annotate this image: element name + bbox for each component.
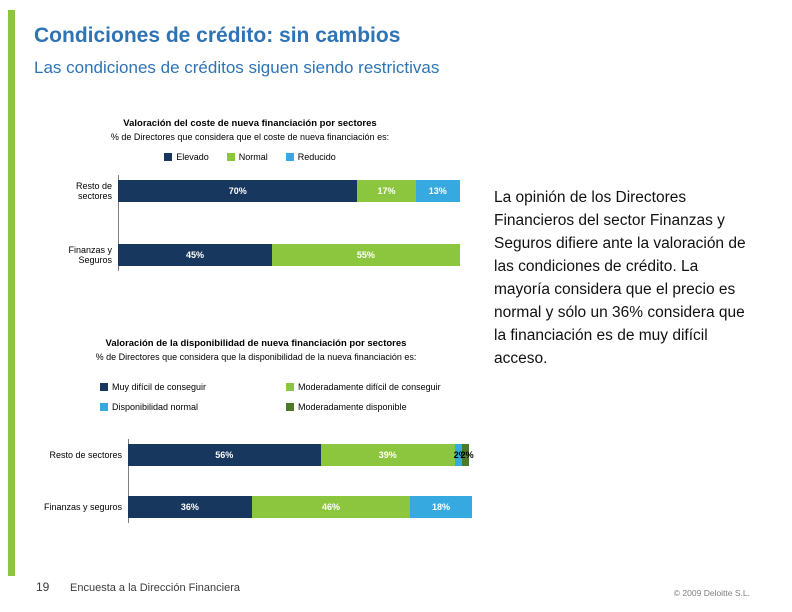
slide-title: Condiciones de crédito: sin cambios [34,24,401,47]
bar-segment: 36% [128,496,252,518]
bar-value-label: 18% [432,502,451,512]
legend-item: Moderadamente disponible [286,402,472,412]
legend-swatch-icon [285,153,294,161]
legend-swatch-icon [100,383,108,391]
slide-subtitle: Las condiciones de créditos siguen siend… [34,58,440,77]
legend-swatch-icon [286,403,294,411]
chart-subtitle: % de Directores que considera que la dis… [95,352,417,362]
legend-label: Moderadamente difícil de conseguir [298,382,441,392]
legend-item: Elevado [164,152,209,162]
chart-legend: Muy difícil de conseguir Moderadamente di… [40,382,472,412]
legend-item: Reducido [285,152,336,162]
bar-value-label: 13% [428,186,447,196]
bar-value-label: 2% [453,450,467,460]
copyright-notice: © 2009 Deloitte S.L. [673,588,750,598]
bar-value-label: 46% [321,502,340,512]
bar-track: 36% 46% 18% [128,496,472,518]
bar-value-label: 70% [228,186,247,196]
chart-plot: Resto de sectores 70% 17% 13% Finanzas y Seg… [40,175,460,271]
bar-segment: 17% [357,180,416,202]
bar-segment: 70% [118,180,358,202]
bar-segment: 46% [251,496,411,518]
bar-value-label: 2% [460,450,474,460]
footer-survey-title: Encuesta a la Dirección Financiera [70,582,240,594]
bar-segment: 45% [118,244,272,266]
commentary-text: La opinión de los Directores Financieros… [494,189,746,367]
bar-row: Finanzas y Seguros 45% 55% [40,244,460,266]
bar-value-label: 36% [180,502,199,512]
y-axis-line [118,175,119,271]
bar-row: Finanzas y seguros 36% 46% 18% [40,496,472,518]
legend-label: Reducido [297,152,336,162]
chart-legend: Elevado Normal Reducido [40,152,460,162]
bar-track: 45% 55% [118,244,460,266]
y-axis-line [128,439,129,523]
bar-row: Resto de sectores 56% 39% 2% 2% [40,444,474,466]
bar-value-label: 55% [356,250,375,260]
bar-track: 70% 17% 13% [118,180,460,202]
bar-segment: 55% [271,244,460,266]
bar-segment: 56% [128,444,321,466]
chart-plot: Resto de sectores 56% 39% 2% 2% Finanzas y se… [40,439,474,523]
legend-label: Disponibilidad normal [112,402,199,412]
legend-label: Elevado [176,152,209,162]
bar-segment: 39% [320,444,455,466]
bar-track: 56% 39% 2% 2% [128,444,474,466]
cost-of-financing-chart: Valoración del coste de nueva financiaci… [40,118,460,271]
bar-value-label: 39% [378,450,397,460]
chart-title: Valoración de la disponibilidad de nueva… [105,338,407,349]
legend-swatch-icon [226,153,235,161]
bar-value-label: 17% [377,186,396,196]
legend-item: Disponibilidad normal [100,402,286,412]
page-number: 19 [36,580,50,594]
bar-value-label: 56% [215,450,234,460]
bar-segment: 2% [454,444,467,466]
legend-label: Normal [238,152,268,162]
availability-of-financing-chart: Valoración de la disponibilidad de nueva… [40,338,474,523]
legend-item: Muy difícil de conseguir [100,382,286,392]
chart-title: Valoración del coste de nueva financiaci… [123,118,377,129]
legend-item: Moderadamente difícil de conseguir [286,382,472,392]
category-label: Resto de sectores [75,181,112,201]
bar-value-label: 45% [185,250,204,260]
legend-swatch-icon [164,153,173,161]
legend-swatch-icon [100,403,108,411]
category-label: Resto de sectores [49,450,122,460]
legend-label: Moderadamente disponible [298,402,407,412]
legend-item: Normal [226,152,268,162]
chart-subtitle: % de Directores que considera que el cos… [110,132,390,142]
category-label: Finanzas y seguros [43,502,122,512]
legend-label: Muy difícil de conseguir [112,382,207,392]
bar-segment: 13% [415,180,460,202]
legend-swatch-icon [286,383,294,391]
category-label: Finanzas y Seguros [68,245,112,265]
bar-segment: 2% [461,444,474,466]
bar-row: Resto de sectores 70% 17% 13% [40,180,460,202]
bar-segment: 18% [410,496,472,518]
left-accent-bar [8,10,15,576]
